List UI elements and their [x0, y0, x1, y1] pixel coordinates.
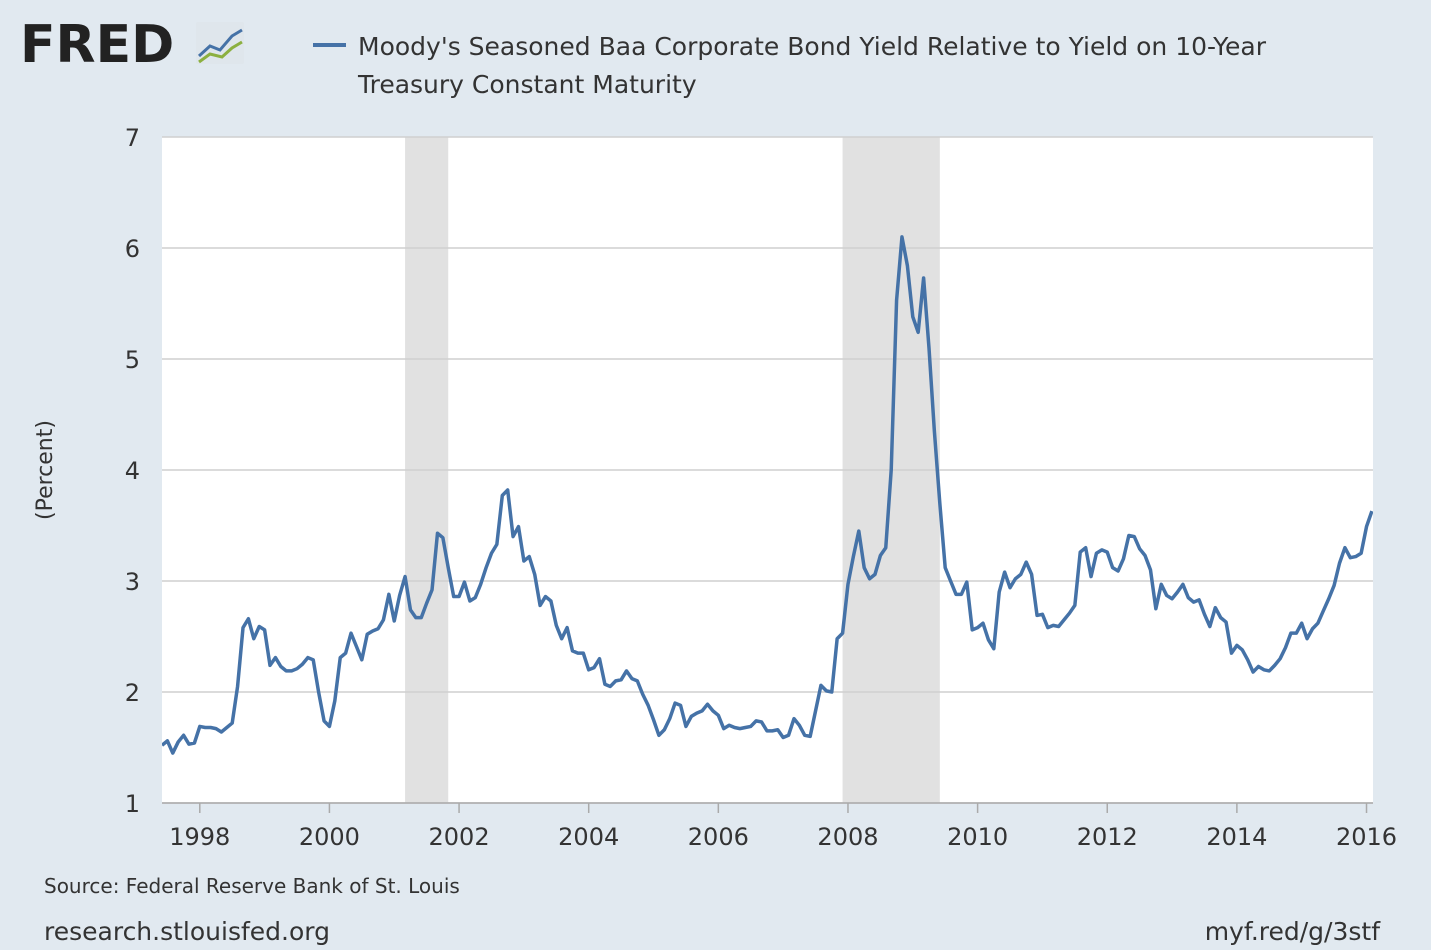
y-tick-label: 7	[125, 124, 140, 152]
legend-label: Moody's Seasoned Baa Corporate Bond Yiel…	[358, 32, 1266, 99]
x-tick-label: 2010	[947, 823, 1008, 851]
y-tick-label: 6	[125, 235, 140, 263]
x-tick-label: 2002	[429, 823, 490, 851]
source: Source: Federal Reserve Bank of St. Loui…	[44, 874, 460, 898]
y-tick-label: 4	[125, 457, 140, 485]
x-tick-label: 2016	[1336, 823, 1397, 851]
x-tick-label: 1998	[169, 823, 230, 851]
logo-icon	[196, 22, 244, 64]
x-tick-label: 2008	[817, 823, 878, 851]
short-url: myf.red/g/3stf	[1205, 917, 1382, 946]
x-tick-label: 2000	[299, 823, 360, 851]
x-tick-label: 2014	[1206, 823, 1267, 851]
y-axis-label: (Percent)	[33, 420, 58, 520]
x-tick-label: 2006	[688, 823, 749, 851]
y-tick-label: 2	[125, 679, 140, 707]
y-tick-label: 5	[125, 346, 140, 374]
site-url: research.stlouisfed.org	[44, 917, 330, 946]
x-tick-label: 2004	[558, 823, 619, 851]
logo: FRED	[20, 15, 174, 75]
y-tick-label: 3	[125, 568, 140, 596]
x-tick-label: 2012	[1077, 823, 1138, 851]
series-line	[162, 235, 1373, 755]
y-tick-label: 1	[125, 790, 140, 818]
